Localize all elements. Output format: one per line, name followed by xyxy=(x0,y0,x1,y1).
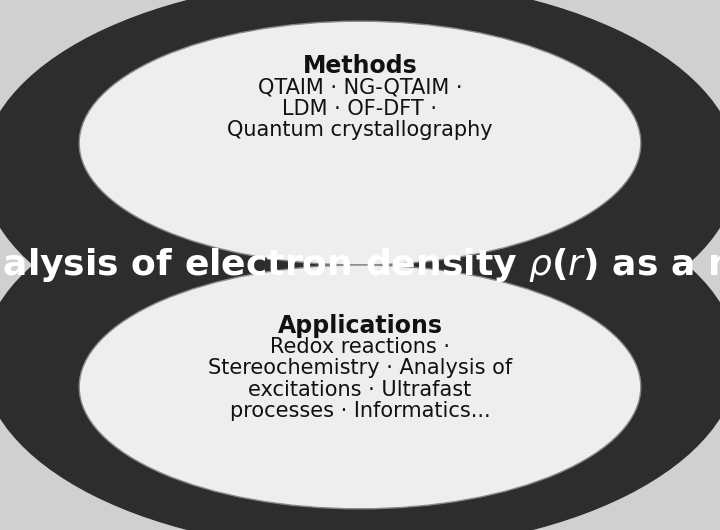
Ellipse shape xyxy=(0,0,720,360)
Text: Methods: Methods xyxy=(302,54,418,78)
Ellipse shape xyxy=(0,170,720,530)
Text: Redox reactions ·: Redox reactions · xyxy=(270,337,450,357)
Ellipse shape xyxy=(79,265,641,509)
Text: Quantum crystallography: Quantum crystallography xyxy=(228,120,492,140)
Text: LDM · OF-DFT ·: LDM · OF-DFT · xyxy=(282,99,438,119)
Text: excitations · Ultrafast: excitations · Ultrafast xyxy=(248,379,472,400)
Text: Applications: Applications xyxy=(277,314,443,338)
Text: Stereochemistry · Analysis of: Stereochemistry · Analysis of xyxy=(208,358,512,378)
Ellipse shape xyxy=(79,21,641,265)
Text: processes · Informatics...: processes · Informatics... xyxy=(230,401,490,421)
Text: QTAIM · NG-QTAIM ·: QTAIM · NG-QTAIM · xyxy=(258,77,462,98)
Text: Analysis of electron density $\rho$($\mathit{r}$) as a nexus: Analysis of electron density $\rho$($\ma… xyxy=(0,246,720,284)
